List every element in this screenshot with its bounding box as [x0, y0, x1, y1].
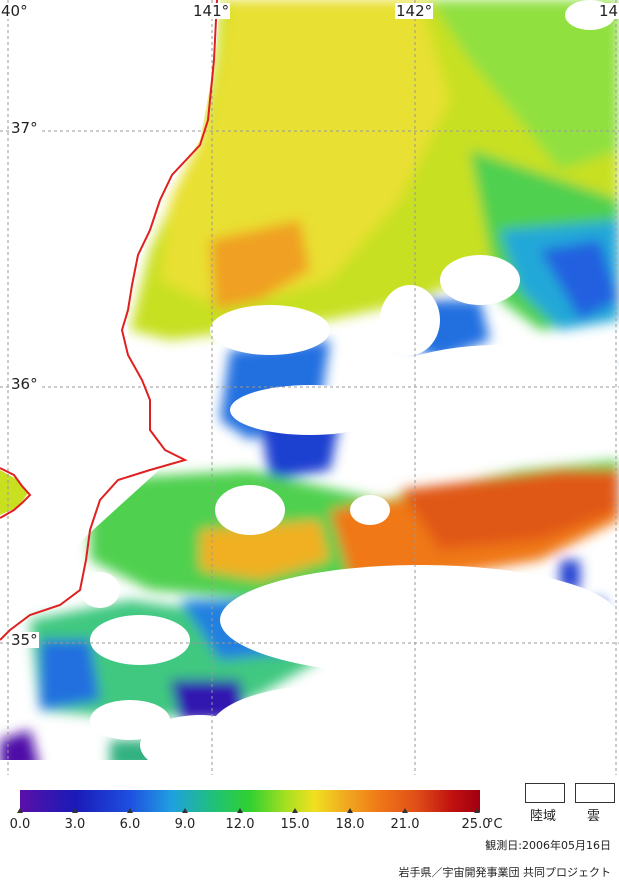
cloud-key-label: 雲 — [587, 809, 601, 824]
unit-label: °C — [487, 817, 503, 832]
latitude-label-36: 36° — [10, 375, 39, 393]
tick-mark — [474, 808, 480, 813]
tick-mark — [292, 808, 298, 813]
longitude-label-140: 40° — [0, 2, 29, 20]
coastline — [0, 0, 218, 641]
credit-text: 岩手県／宇宙開発事業団 共同プロジェクト — [398, 866, 612, 879]
tick-mark — [182, 808, 188, 813]
tick-mark — [127, 808, 133, 813]
legend: 0.0 3.0 6.0 9.0 12.0 15.0 18.0 21.0 25.0… — [0, 775, 619, 881]
tick-label-3: 3.0 — [64, 817, 86, 832]
latitude-label-35: 35° — [10, 631, 39, 649]
tick-label-18: 18.0 — [335, 817, 365, 832]
sea-surface-temperature-field — [0, 0, 619, 775]
latitude-label-37: 37° — [10, 119, 39, 137]
gridlines — [0, 0, 619, 775]
temperature-blobs — [0, 0, 619, 775]
cloud-mask — [0, 0, 619, 775]
sst-map: 40° 141° 142° 14 37° 36° 35° — [0, 0, 619, 775]
tick-mark — [402, 808, 408, 813]
tick-label-0: 0.0 — [9, 817, 31, 832]
temperature-colorbar — [20, 790, 480, 812]
observation-date: 観測日:2006年05月16日 — [485, 839, 611, 852]
tick-mark — [72, 808, 78, 813]
tick-label-12: 12.0 — [225, 817, 255, 832]
tick-label-25: 25.0 — [461, 817, 491, 832]
longitude-label-143: 14 — [598, 2, 619, 20]
land-key-box — [525, 783, 565, 803]
tick-label-21: 21.0 — [390, 817, 420, 832]
tick-mark — [347, 808, 353, 813]
tick-label-6: 6.0 — [119, 817, 141, 832]
cloud-key-box — [575, 783, 615, 803]
tick-label-9: 9.0 — [174, 817, 196, 832]
tick-mark — [17, 808, 23, 813]
land-key-label: 陸域 — [530, 809, 557, 824]
longitude-label-142: 142° — [395, 2, 434, 20]
tick-label-15: 15.0 — [280, 817, 310, 832]
longitude-label-141: 141° — [192, 2, 231, 20]
tick-mark — [237, 808, 243, 813]
